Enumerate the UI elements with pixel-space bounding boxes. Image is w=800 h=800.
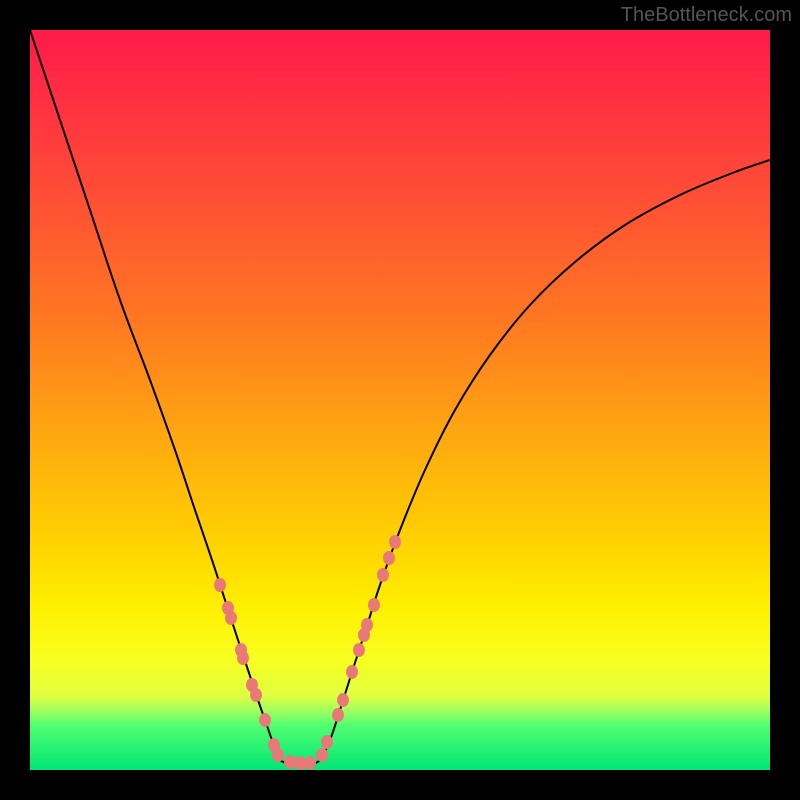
data-point bbox=[272, 748, 284, 762]
data-point bbox=[389, 535, 401, 549]
data-point bbox=[368, 598, 380, 612]
data-point bbox=[332, 708, 344, 722]
scatter-dots bbox=[214, 535, 401, 770]
data-point bbox=[353, 643, 365, 657]
curve-left bbox=[30, 30, 310, 764]
data-point bbox=[237, 651, 249, 665]
data-point bbox=[304, 756, 316, 770]
watermark-text: TheBottleneck.com bbox=[621, 4, 792, 27]
data-point bbox=[361, 618, 373, 632]
data-point bbox=[337, 693, 349, 707]
data-point bbox=[316, 748, 328, 762]
data-point bbox=[259, 713, 271, 727]
curve-right bbox=[310, 160, 770, 764]
plot-area bbox=[30, 30, 770, 770]
data-point bbox=[377, 568, 389, 582]
data-point bbox=[250, 688, 262, 702]
data-point bbox=[383, 551, 395, 565]
data-point bbox=[321, 735, 333, 749]
data-point bbox=[225, 611, 237, 625]
data-point bbox=[346, 665, 358, 679]
data-point bbox=[214, 578, 226, 592]
chart-svg bbox=[30, 30, 770, 770]
